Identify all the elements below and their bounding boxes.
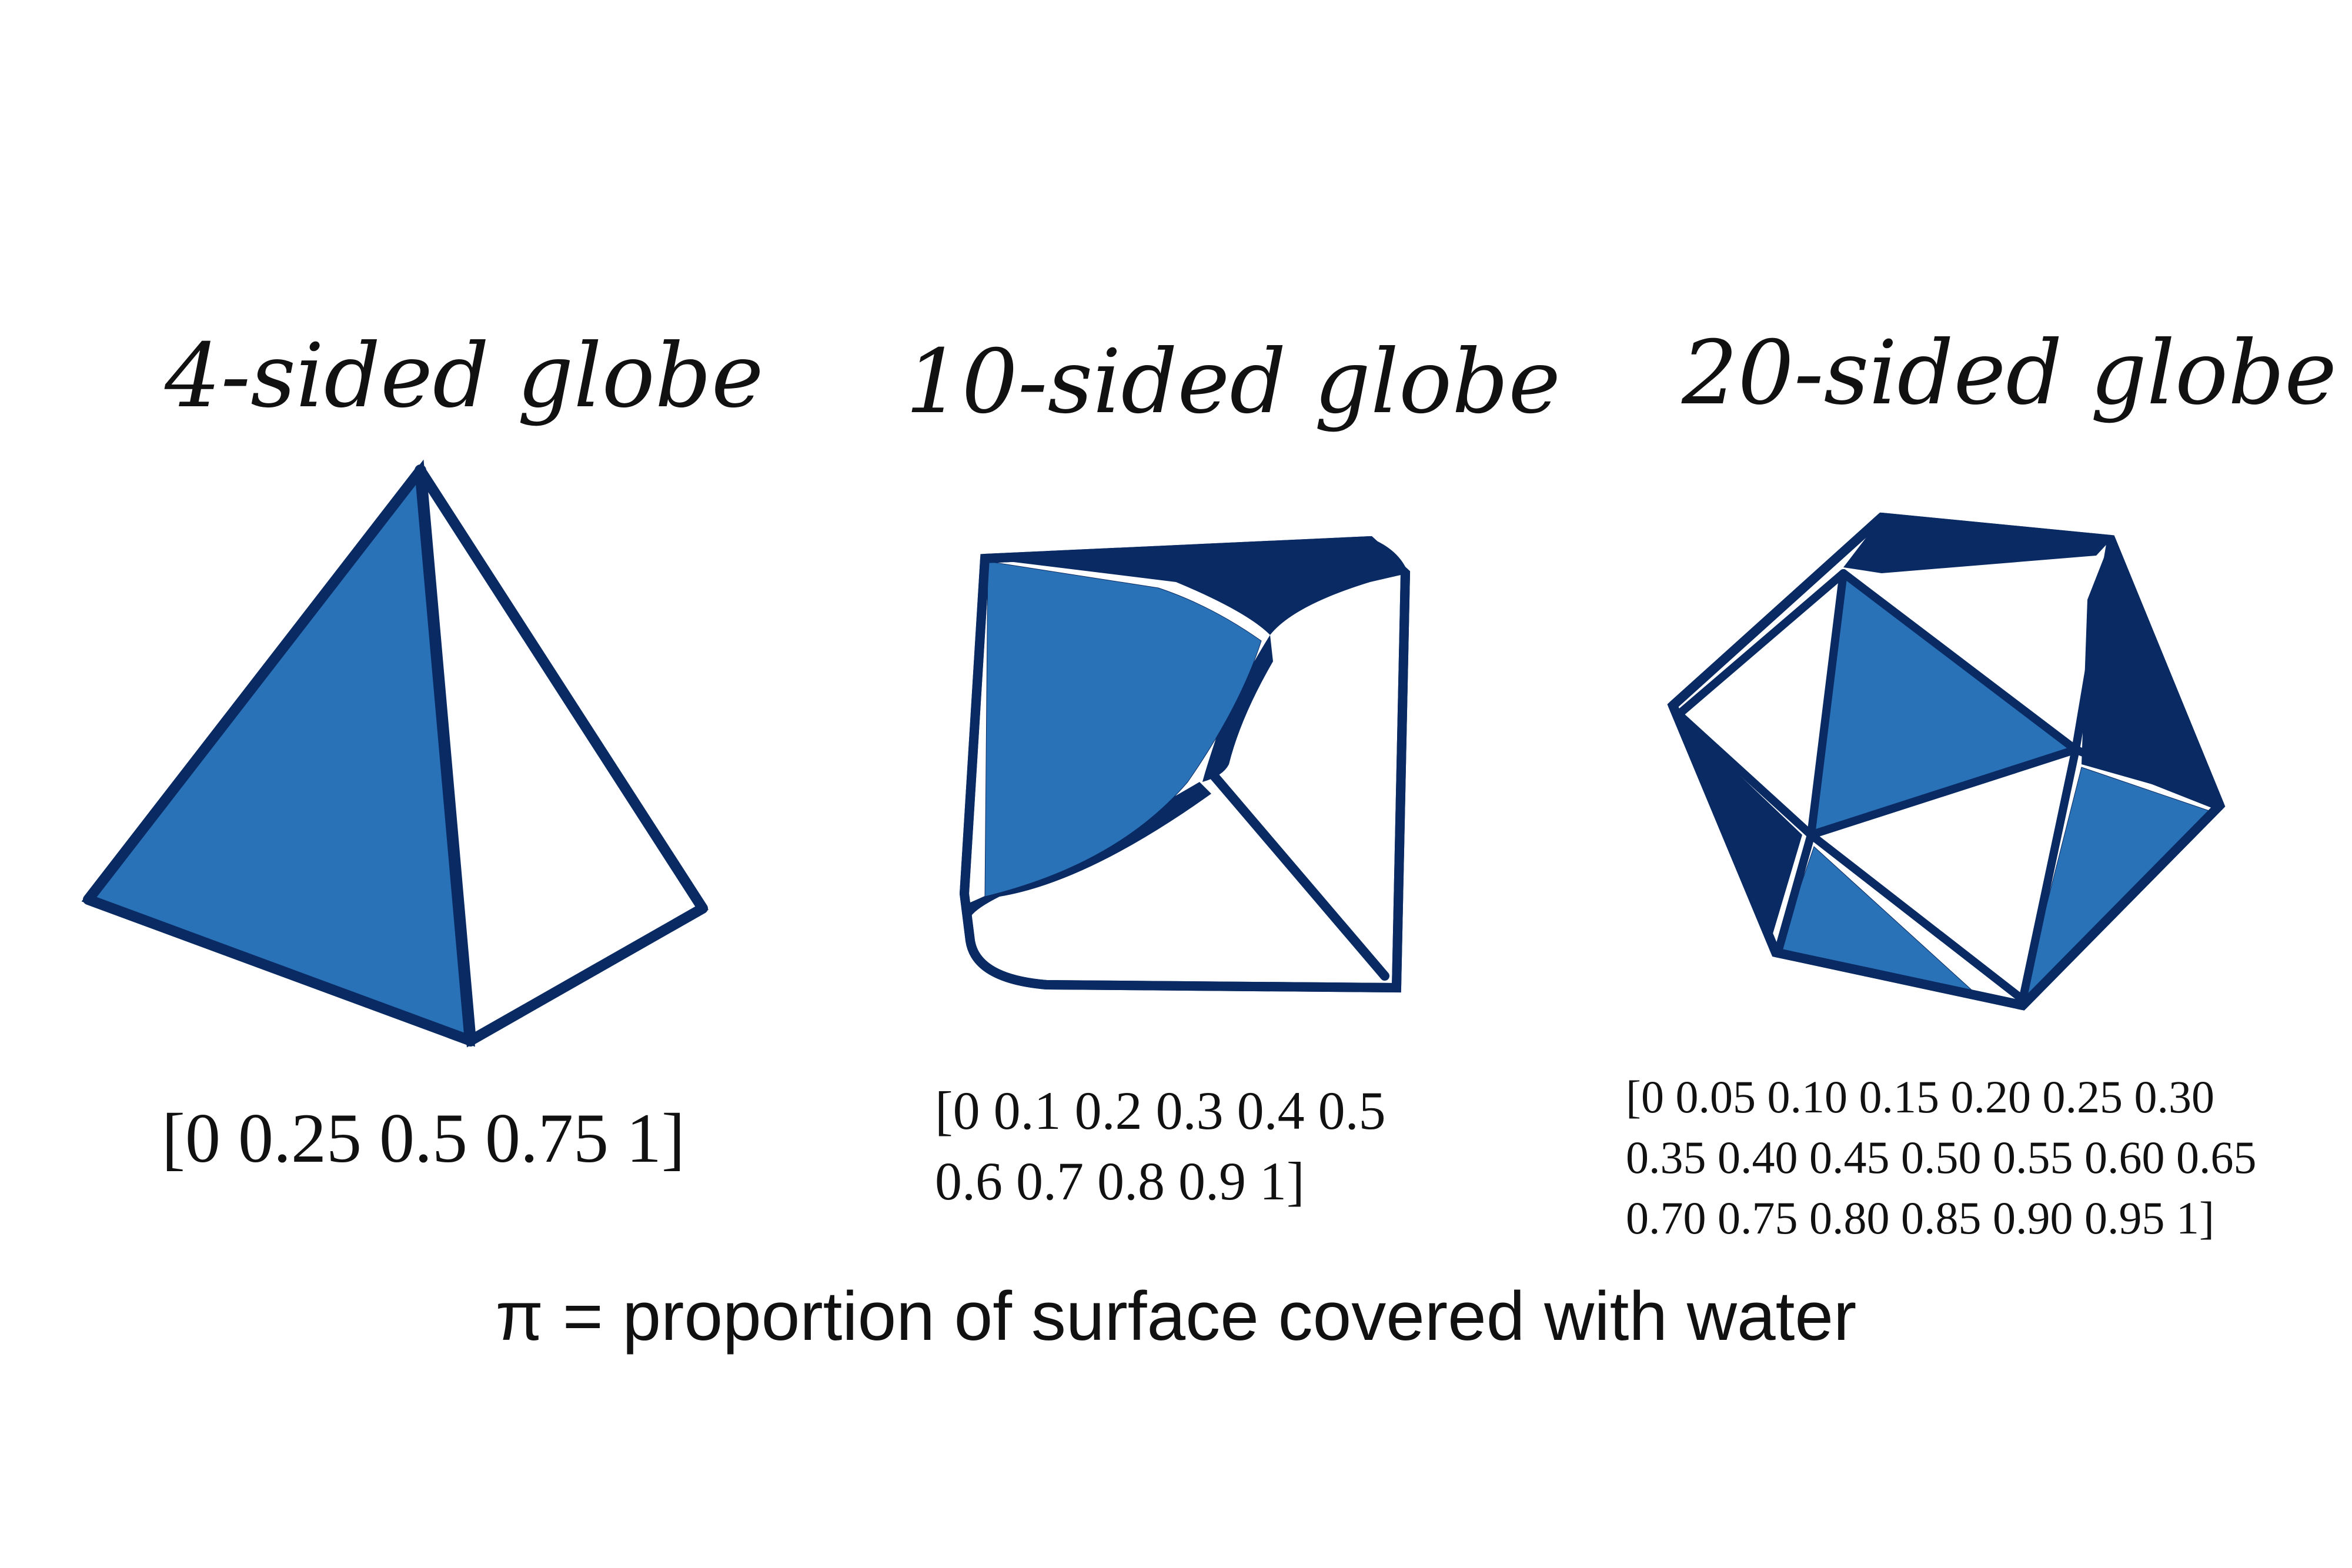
globe-values-10-line-1: [0 0.1 0.2 0.3 0.4 0.5: [935, 1081, 1386, 1141]
globe-values-20-line-3: 0.70 0.75 0.80 0.85 0.90 0.95 1]: [1626, 1192, 2214, 1243]
globe-values-4: [0 0.25 0.5 0.75 1]: [162, 1099, 685, 1177]
deca-dark-face-top: [985, 538, 1408, 635]
globe-values-20-line-1: [0 0.05 0.10 0.15 0.20 0.25 0.30: [1626, 1071, 2214, 1122]
icosa-dark-top: [1843, 517, 2111, 573]
icosa-outline: [1668, 513, 2224, 1010]
deca-edge-spoke: [1210, 771, 1389, 981]
globe-values-20: [0 0.05 0.10 0.15 0.20 0.25 0.30 0.35 0.…: [1626, 1067, 2257, 1249]
globe-title-10: 10-sided globe: [906, 331, 1561, 433]
icosa-edges: [1675, 537, 2221, 1004]
deca-outline: [960, 536, 1410, 992]
globe-title-4: 4-sided globe: [165, 325, 764, 427]
globe-title-20: 20-sided globe: [1682, 322, 2337, 424]
globe-values-10: [0 0.1 0.2 0.3 0.4 0.5 0.6 0.7 0.8 0.9 1…: [935, 1076, 1386, 1216]
deca-dark-tendril: [1202, 635, 1273, 782]
deca-face-water: [984, 561, 1262, 897]
icosa-dark-right: [2082, 540, 2217, 803]
globe-values-4-line-1: [0 0.25 0.5 0.75 1]: [162, 1099, 685, 1177]
globe-values-10-line-2: 0.6 0.7 0.8 0.9 1]: [935, 1151, 1305, 1211]
icosa-dark-left: [1676, 714, 1802, 944]
tetra-outline: [83, 465, 708, 1046]
figure-caption: π = proportion of surface covered with w…: [495, 1278, 1857, 1355]
globe-values-20-line-2: 0.35 0.40 0.45 0.50 0.55 0.60 0.65: [1626, 1131, 2257, 1183]
tetra-edge: [415, 464, 476, 1047]
